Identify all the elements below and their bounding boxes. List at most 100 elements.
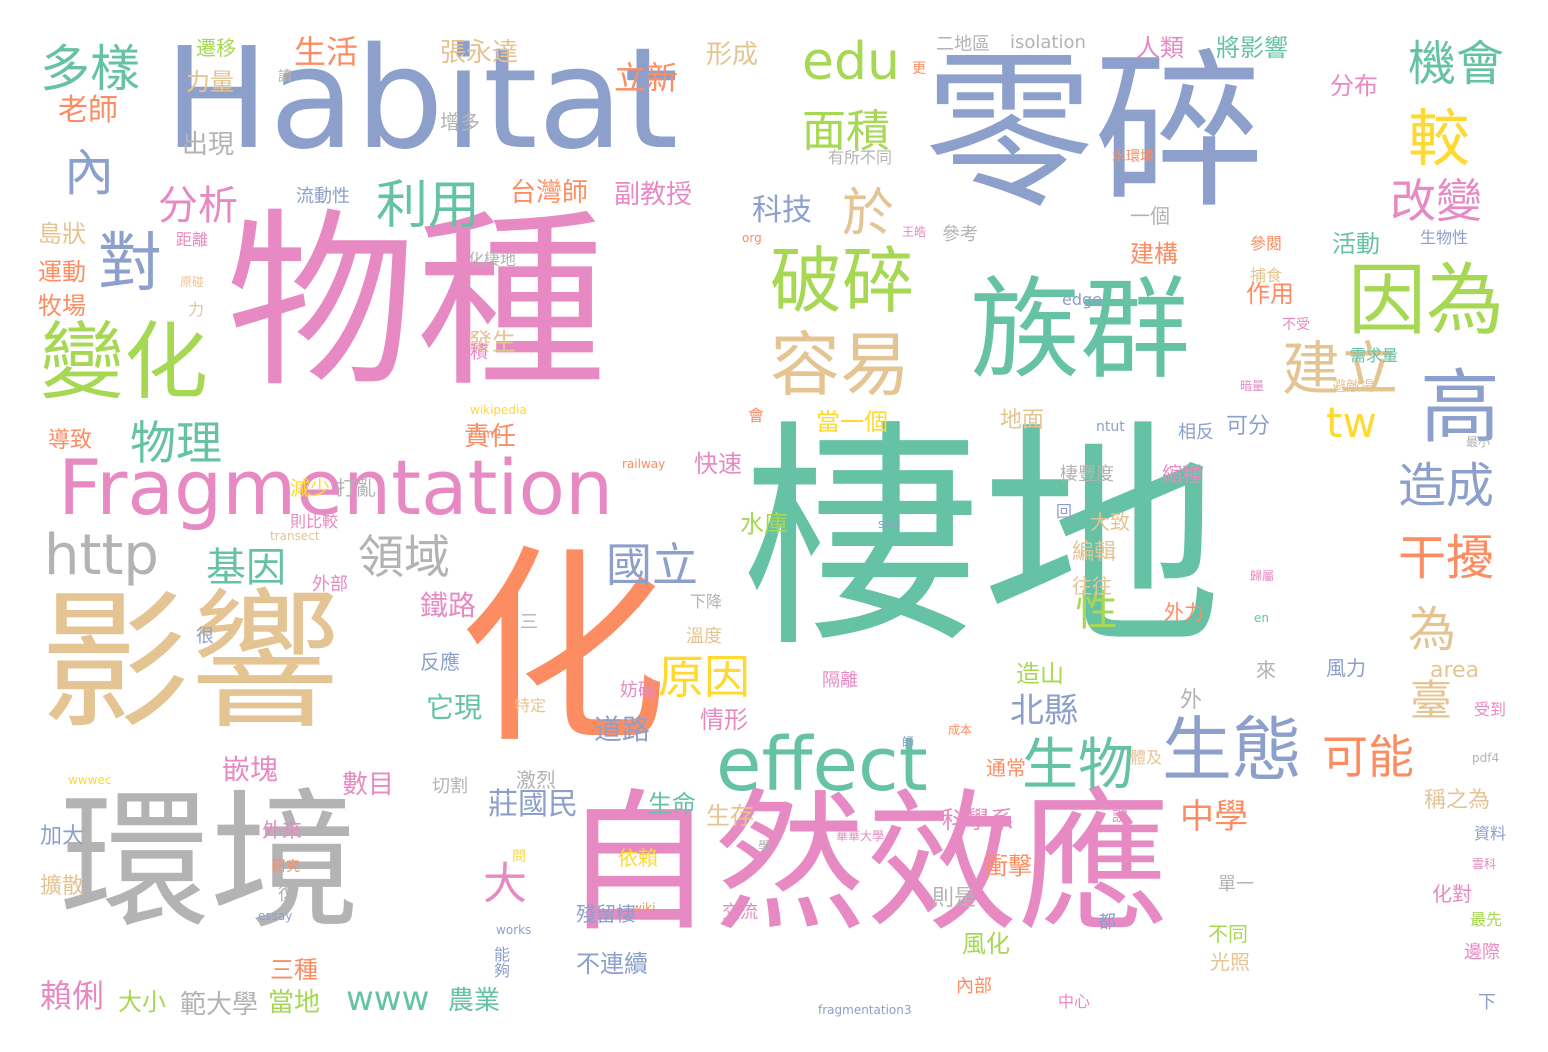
word-edge-zh: 邊際 [1464,942,1500,963]
word-ground-zh: 地面 [1000,408,1045,433]
word-min-zh: 最小 [1466,435,1491,449]
word-migrate-zh: 遷移 [196,36,236,60]
word-san-zh: 三 [520,612,538,633]
word-shock-zh: 衝擊 [984,852,1032,880]
word-hinder-zh: 妨礙 [620,680,656,701]
word-spread-zh: 擴散 [40,874,85,899]
word-separate-zh: 隔離 [822,670,858,691]
word-distance-zh: 距離 [176,230,209,249]
word-wang-hao-zh: 王皓 [902,225,927,239]
word-essay-en: essay [258,909,293,923]
word-pasture-zh: 牧場 [38,292,86,320]
word-railway-en: railway [622,457,666,471]
word-science-dept-zh: 科學系 [942,806,1014,834]
word-change-zh: 變化 [40,313,209,411]
word-construct-zh: 建構 [1130,240,1178,268]
word-gene-zh: 基因 [206,545,286,591]
word-tw-en: tw [1326,398,1377,447]
word-xue-zh: 學 [758,839,771,853]
word-research-zh: 研究 [272,859,300,875]
word-fragmentation-en: Fragmentation [58,443,614,532]
word-pdf4-en: pdf4 [1472,751,1500,765]
word-water-env-zh: 水環境 [1112,149,1154,165]
word-tai-zh: 臺 [1410,676,1453,725]
word-local-zh: 當地 [268,988,321,1018]
word-zhuang-school-zh: 莊國民 [488,787,578,822]
word-interior-zh: 內部 [956,976,992,997]
word-shs-en: shs [878,517,899,531]
word-compare-zh: 較 [1408,102,1471,175]
word-high-zh: 高 [1420,361,1500,454]
word-predation-zh: 捕食 [1250,266,1283,285]
word-hua-zh: 化 [458,527,669,772]
word-univ-zh: 華華大學 [836,829,885,843]
word-consult-zh: 參閱 [1250,234,1283,253]
word-able-zh: 能夠 [491,946,510,978]
word-because-zh: 因為 [1348,256,1505,346]
word-cause-zh: 造成 [1398,458,1495,514]
word-establish-zh: 建立 [1282,335,1399,403]
word-receive-zh: 受到 [1474,700,1507,719]
word-come-zh: 來 [1256,658,1276,682]
word-say-zh: 說 [1112,806,1129,825]
word-use-zh: 利用 [376,176,481,236]
word-disrupt-zh: 打亂 [336,476,376,500]
word-www-en: www [346,979,430,1019]
word-refer-zh: 參考 [942,224,978,245]
word-normal-univ-zh: 範大學 [180,990,259,1020]
word-hui-zh: 回 [1056,502,1073,521]
word-possible-zh: 可能 [1322,730,1414,784]
word-temperature-zh: 溫度 [686,626,722,647]
word-count-zh: 數目 [342,770,395,800]
word-external-zh: 外部 [312,574,348,595]
word-very-zh: 很 [196,626,214,647]
word-distribution-zh: 分布 [1330,72,1378,100]
word-lifeform-zh: 生命 [648,790,696,818]
word-edge-en: edge [1062,290,1102,309]
word-light-zh: 光照 [1210,950,1250,974]
word-analysis-zh: 分析 [158,183,238,229]
word-yuan-zh: 原碰 [180,275,205,289]
word-reduce-zh: 減少 [290,476,330,500]
word-force-zh: 外力 [1164,600,1204,624]
word-national-zh: 國立 [606,538,698,592]
word-en-en: en [1254,611,1269,625]
word-orogeny-zh: 造山 [1016,660,1064,688]
word-disturb-zh: 干擾 [1398,530,1495,586]
word-specific-zh: 特定 [514,696,547,715]
word-belong-zh: 歸屬 [1250,569,1275,583]
word-hui-meet-zh: 會 [748,406,765,425]
word-life-zh: 生活 [294,33,359,71]
word-habitat-zh: 棲地 [742,400,1223,680]
word-alien-zh: 外來 [262,818,302,842]
word-transect-en: transect [270,529,320,543]
word-north-county-zh: 北縣 [1010,691,1078,731]
word-road-zh: 道路 [594,713,651,746]
word-three-kinds-zh: 三種 [270,956,318,984]
word-remnant-zh: 殘留棲 [576,902,636,926]
word-htm2-en: htm2 [470,427,502,441]
word-discontinuous-zh: 不連續 [576,950,648,978]
word-one-zh: 一個 [1130,204,1170,228]
word-xia-zh: 下 [1478,992,1496,1013]
word-reason-zh: 原因 [658,650,750,704]
word-response-zh: 反應 [420,650,460,674]
word-depend-zh: 依賴 [618,846,658,870]
word-decline-zh: 下降 [690,592,723,611]
word-habitat-en: Habitat [164,18,679,181]
word-called-zh: 稱之為 [1424,788,1491,813]
word-broken-zh: 破碎 [770,239,915,323]
word-org-en: org [742,231,762,245]
word-happen-zh: 發生 [468,328,516,356]
word-easy-zh: 容易 [770,324,910,406]
word-lead-to-zh: 導致 [48,428,93,453]
word-ask-zh: 問 [512,849,526,865]
word-usually-zh: 通常 [986,756,1026,780]
word-ji-zh: 積 [470,342,488,363]
word-shelter-zh: 避敵場 [1332,379,1374,395]
word-zhang-yongda-zh: 張永達 [440,38,519,68]
word-fragmentation3-en: fragmentation3 [818,1003,912,1017]
word-recover-zh: 復 [278,884,296,905]
word-natural-effect-zh: 自然效應 [562,775,1170,952]
